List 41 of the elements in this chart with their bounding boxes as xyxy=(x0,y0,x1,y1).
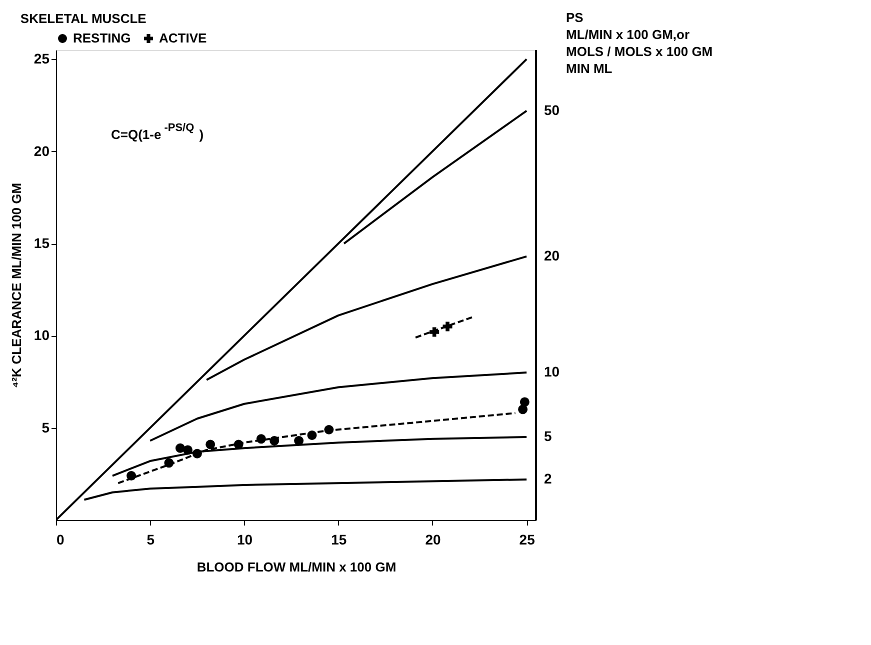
y-tick-label: 10 xyxy=(34,327,50,344)
y-tick-label: 25 xyxy=(34,50,50,67)
point xyxy=(175,443,185,453)
point xyxy=(126,471,136,480)
point xyxy=(256,434,266,444)
x-tick-label: 0 xyxy=(56,532,64,548)
point xyxy=(270,436,280,446)
line-series xyxy=(149,372,528,442)
x-tick-label: 20 xyxy=(425,532,441,548)
legend-label: RESTING xyxy=(73,30,131,46)
series-label: 2 xyxy=(544,470,552,486)
y-tick-label: 15 xyxy=(34,235,50,252)
point xyxy=(183,445,193,455)
legend-label: ACTIVE xyxy=(159,30,207,46)
series-label: 50 xyxy=(544,102,560,118)
text: PS ML/MIN x 100 GM,or MOLS / MOLS x 100 GM MIN ML xyxy=(566,10,713,76)
x-tick-label: 15 xyxy=(331,532,347,548)
point xyxy=(430,327,440,337)
series-label: 10 xyxy=(544,364,560,380)
y-axis-title: ⁴²K CLEARANCE ML/MIN 100 GM xyxy=(8,182,24,388)
point xyxy=(164,458,174,468)
chart-title: SKELETAL MUSCLE xyxy=(20,11,147,26)
x-tick-label: 5 xyxy=(146,532,155,548)
point xyxy=(294,436,304,446)
series-label: 20 xyxy=(544,247,560,264)
point xyxy=(234,440,244,450)
line-series xyxy=(83,478,528,501)
point xyxy=(520,397,530,407)
line-series xyxy=(206,255,528,381)
x-tick-label: 25 xyxy=(519,532,536,548)
y-tick-label: 20 xyxy=(34,142,50,159)
annotation: C=Q(1-e-PS/Q) xyxy=(111,122,204,142)
point xyxy=(307,430,317,440)
x-axis-title: BLOOD FLOW ML/MIN x 100 GM xyxy=(196,560,396,574)
series-label: 5 xyxy=(544,428,552,444)
point xyxy=(206,440,216,450)
point xyxy=(192,448,202,458)
y-tick-label: 5 xyxy=(42,419,50,436)
point xyxy=(442,322,452,332)
point xyxy=(324,424,334,434)
x-tick-label: 10 xyxy=(236,532,253,548)
